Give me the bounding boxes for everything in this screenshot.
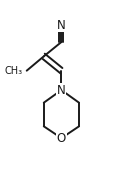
Text: CH₃: CH₃ [4,66,22,76]
Text: N: N [57,84,66,97]
Text: O: O [57,132,66,145]
Text: N: N [57,19,66,32]
